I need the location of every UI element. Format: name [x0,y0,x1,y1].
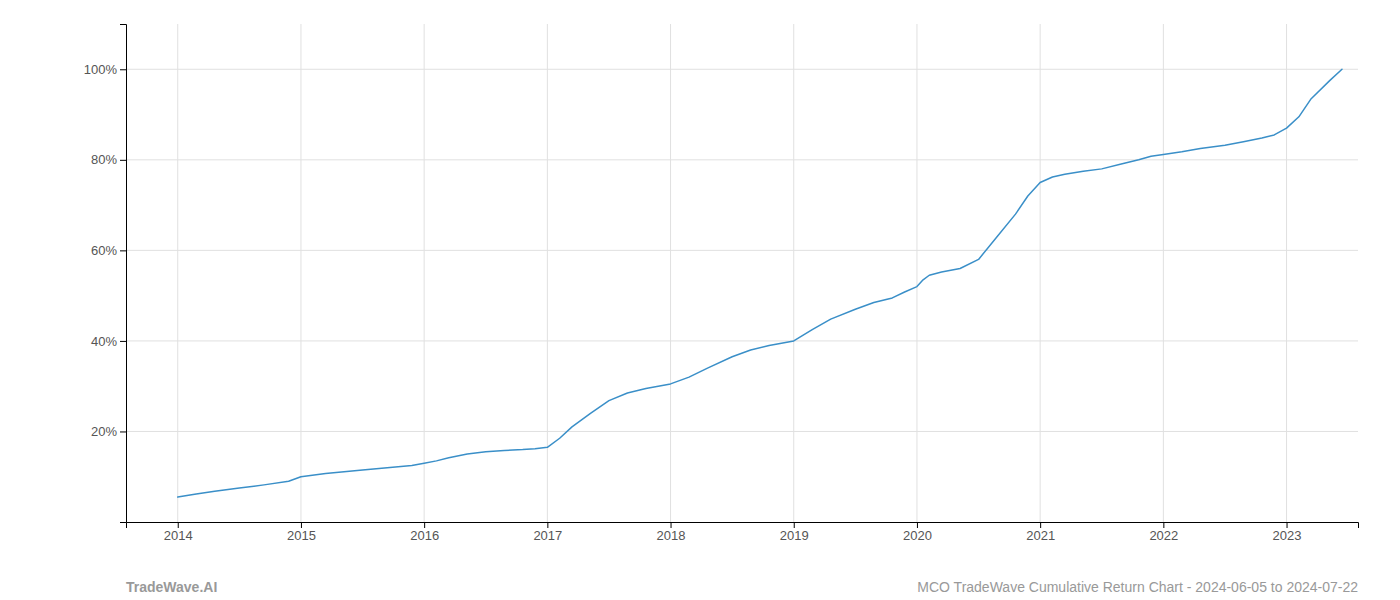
x-tick: 2016 [410,522,439,543]
grid-line-y [126,250,1358,251]
y-tick-mark [120,250,126,251]
y-tick: 60% [91,243,126,258]
x-tick: 2014 [164,522,193,543]
y-tick-mark [120,431,126,432]
x-axis: 2014 2015 2016 2017 2018 2019 2020 2021 2022 2023 [127,522,1359,543]
grid-line-x [916,24,917,522]
x-tick-label: 2016 [410,528,439,543]
x-tick-label: 2018 [657,528,686,543]
x-tick-mark [424,522,425,528]
footer: TradeWave.AI MCO TradeWave Cumulative Ret… [126,579,1358,595]
grid-line-y [126,340,1358,341]
x-tick: 2018 [657,522,686,543]
x-tick: 2017 [533,522,562,543]
x-tick: 2020 [903,522,932,543]
grid-line-x [1286,24,1287,522]
x-tick: 2019 [780,522,809,543]
grid-line-x [793,24,794,522]
x-axis-line [127,523,1359,529]
y-tick-mark [120,341,126,342]
y-tick: 40% [91,334,126,349]
x-tick-label: 2021 [1026,528,1055,543]
y-axis: 20% 40% 60% 80% 100% [84,25,127,523]
y-axis-line [120,25,127,523]
y-tick-label: 20% [91,424,117,439]
x-tick-label: 2014 [164,528,193,543]
y-tick-label: 40% [91,334,117,349]
x-tick-mark [1287,522,1288,528]
footer-right: MCO TradeWave Cumulative Return Chart - … [917,579,1358,595]
x-tick-mark [547,522,548,528]
footer-left: TradeWave.AI [126,579,217,595]
chart: 2014 2015 2016 2017 2018 2019 2020 2021 2022 2023… [0,0,1400,600]
grid-line-x [300,24,301,522]
x-tick-mark [917,522,918,528]
grid-line-y [126,159,1358,160]
grid-line-x [1040,24,1041,522]
x-tick-mark [794,522,795,528]
x-tick: 2021 [1026,522,1055,543]
y-tick-label: 100% [84,62,118,77]
grid-line-y [126,69,1358,70]
y-tick: 80% [91,152,126,167]
x-tick-label: 2022 [1149,528,1178,543]
grid-line-x [177,24,178,522]
x-tick-mark [671,522,672,528]
x-tick: 2023 [1273,522,1302,543]
x-tick-mark [301,522,302,528]
y-tick: 20% [91,424,126,439]
x-tick-label: 2020 [903,528,932,543]
x-tick-mark [1040,522,1041,528]
x-tick: 2022 [1149,522,1178,543]
x-tick: 2015 [287,522,316,543]
x-tick-mark [1163,522,1164,528]
y-tick-label: 80% [91,152,117,167]
x-tick-label: 2015 [287,528,316,543]
x-tick-mark [178,522,179,528]
x-tick-label: 2023 [1273,528,1302,543]
x-tick-label: 2017 [533,528,562,543]
x-tick-label: 2019 [780,528,809,543]
grid [126,24,1358,522]
y-tick-mark [120,69,126,70]
line [178,69,1342,497]
y-tick-mark [120,160,126,161]
grid-line-x [670,24,671,522]
grid-line-x [424,24,425,522]
y-tick: 100% [84,62,126,77]
plot: 2014 2015 2016 2017 2018 2019 2020 2021 2022 2023… [84,24,1359,543]
grid-line-x [1163,24,1164,522]
marks [178,69,1342,497]
grid-line-y [126,431,1358,432]
y-tick-label: 60% [91,243,117,258]
